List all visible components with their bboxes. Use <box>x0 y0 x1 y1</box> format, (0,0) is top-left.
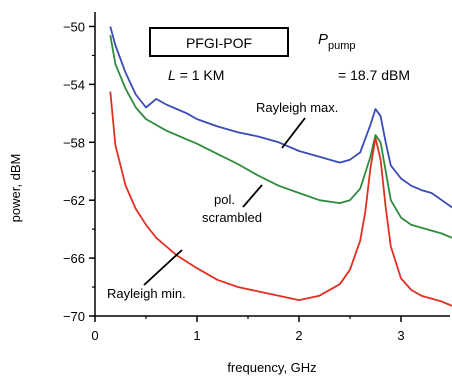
y-tick-label: −66 <box>63 251 85 266</box>
y-tick-label: −58 <box>63 135 85 150</box>
x-tick-label: 2 <box>295 328 302 343</box>
pump-subscript: pump <box>328 40 356 52</box>
x-tick-label: 1 <box>193 328 200 343</box>
x-tick-label: 3 <box>397 328 404 343</box>
series-line-0 <box>109 26 452 209</box>
y-tick-label: −70 <box>63 309 85 324</box>
fiber-label: PFGI-POF <box>186 35 252 51</box>
axes-layer: −50 −54 −58 −62 −66 −70 0 1 2 3 <box>63 12 450 343</box>
rayleigh-max-pointer <box>281 117 306 149</box>
rayleigh-max-label: Rayleigh max. <box>256 100 338 115</box>
pol-scrambled-pointer <box>242 184 263 208</box>
y-tick-label: −62 <box>63 193 85 208</box>
fiber-label-box <box>149 27 289 57</box>
series-line-2 <box>109 91 452 307</box>
pol-scrambled-label-2: scrambled <box>202 210 262 225</box>
pump-label: Ppump <box>318 31 356 52</box>
x-axis-title: frequency, GHz <box>227 360 316 375</box>
y-axis-title: power, dBM <box>8 154 23 223</box>
pump-value: = 18.7 dBM <box>338 67 410 83</box>
series-layer <box>109 26 452 307</box>
y-tick-label: −54 <box>63 77 85 92</box>
y-tick-label: −50 <box>63 19 85 34</box>
series-line-1 <box>109 35 452 239</box>
rayleigh-min-label: Rayleigh min. <box>107 286 186 301</box>
pump-symbol: P <box>318 31 328 48</box>
length-symbol: L <box>168 67 176 83</box>
x-tick-label: 0 <box>91 328 98 343</box>
pol-scrambled-label-1: pol. <box>214 192 235 207</box>
rayleigh-min-pointer <box>143 249 183 286</box>
length-label: L = 1 KM <box>168 67 224 83</box>
length-value: = 1 KM <box>176 67 225 83</box>
